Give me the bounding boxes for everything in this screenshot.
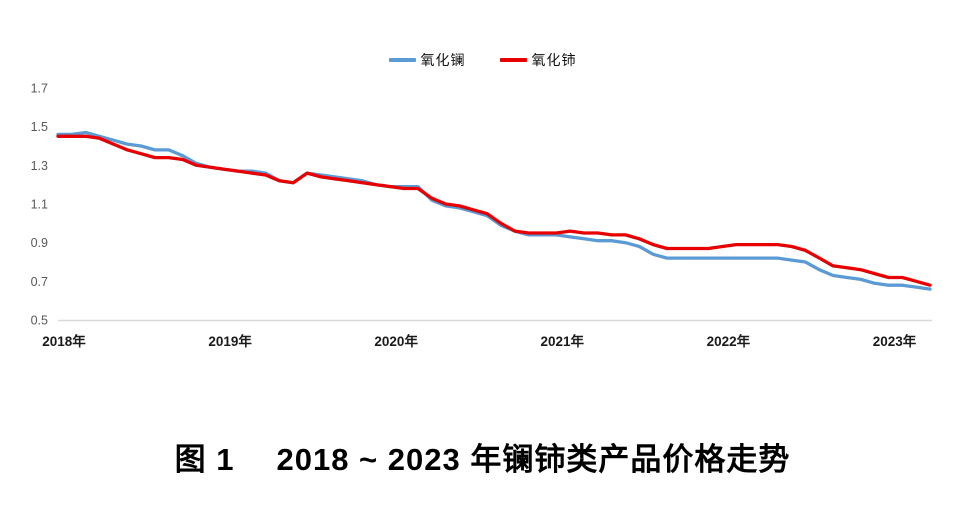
y-axis-tick-label: 1.5 <box>31 120 48 134</box>
y-axis-tick-label: 1.3 <box>31 159 48 173</box>
line-swatch-blue <box>388 58 416 62</box>
y-axis-tick-label: 1.7 <box>31 82 48 96</box>
price-line-lanthanum-oxide <box>56 130 932 291</box>
legend-item-lanthanum-oxide: 氧化镧 <box>388 50 466 70</box>
figure-caption: 图 1 2018 ~ 2023 年镧铈类产品价格走势 <box>0 434 965 479</box>
x-axis-year-label: 2020年 <box>374 333 418 349</box>
figure-title: 2018 ~ 2023 年镧铈类产品价格走势 <box>276 442 791 477</box>
x-axis-year-label: 2018年 <box>42 333 86 349</box>
x-axis-year-label: 2019年 <box>208 333 252 349</box>
legend-label: 氧化镧 <box>420 54 466 69</box>
legend-label: 氧化铈 <box>531 54 577 69</box>
price-line-cerium-oxide <box>56 134 932 287</box>
chart-legend: 氧化镧 氧化铈 <box>0 50 965 70</box>
x-axis-year-label: 2023年 <box>873 333 917 349</box>
legend-item-cerium-oxide: 氧化铈 <box>499 50 577 70</box>
y-axis-tick-label: 0.5 <box>31 314 48 328</box>
y-axis-tick-label: 0.7 <box>31 275 48 289</box>
x-axis-year-label: 2021年 <box>541 333 585 349</box>
y-axis-tick-label: 0.9 <box>31 236 48 250</box>
price-trend-line-chart: 1.7 1.5 1.3 1.1 0.9 0.7 0.5 2018年 2019年 2020年 2021… <box>31 82 932 349</box>
y-axis-tick-label: 1.1 <box>31 198 48 212</box>
x-axis-year-label: 2022年 <box>707 333 751 349</box>
line-swatch-red <box>499 58 527 62</box>
figure-number: 图 1 <box>174 442 235 477</box>
